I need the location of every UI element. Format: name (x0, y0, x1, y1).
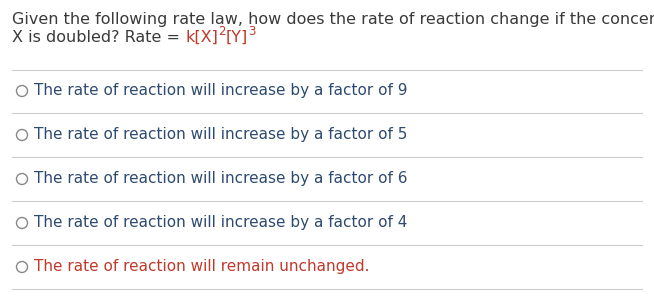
Text: X is doubled? Rate =: X is doubled? Rate = (12, 30, 185, 45)
Text: The rate of reaction will increase by a factor of 5: The rate of reaction will increase by a … (34, 128, 407, 142)
Text: Given the following rate law, how does the rate of reaction change if the concen: Given the following rate law, how does t… (12, 12, 654, 27)
Text: k[X]: k[X] (185, 30, 218, 45)
Text: The rate of reaction will remain unchanged.: The rate of reaction will remain unchang… (34, 259, 370, 275)
Text: [Y]: [Y] (226, 30, 248, 45)
Text: 3: 3 (248, 25, 255, 38)
Text: 2: 2 (218, 25, 226, 38)
Text: The rate of reaction will increase by a factor of 4: The rate of reaction will increase by a … (34, 215, 407, 231)
Text: The rate of reaction will increase by a factor of 6: The rate of reaction will increase by a … (34, 171, 407, 187)
Text: The rate of reaction will increase by a factor of 9: The rate of reaction will increase by a … (34, 84, 407, 98)
